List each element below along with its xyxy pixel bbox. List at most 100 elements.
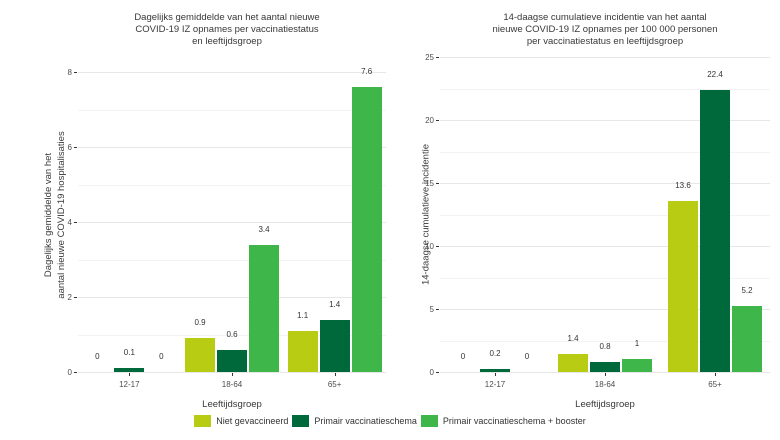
legend-label: Primair vaccinatieschema + booster [442,416,586,426]
x-tick-mark [715,373,716,376]
bar-value-label: 0.8 [599,341,611,351]
bar-value-label: 3.4 [258,224,270,234]
bar-value-label: 0 [524,352,530,361]
x-tick-mark [495,373,496,376]
gridline-major [440,372,770,373]
chart-left-title-line2: COVID-19 IZ opnames per vaccinatiestatus [135,24,319,35]
bar-18-64-series2 [622,359,652,372]
y-tick-label: 0 [429,368,434,377]
legend-swatch-icon [420,415,438,427]
x-tick-label: 18-64 [221,380,243,389]
y-tick-label: 20 [425,116,434,125]
bar-value-label: 1.4 [329,299,341,309]
gridline-minor [440,151,770,153]
gridline-minor [78,334,386,336]
chart-right-title-line3: per vaccinatiestatus en leeftijdsgroep [526,36,684,47]
y-tick-mark [436,57,439,58]
gridline-minor [78,259,386,261]
y-tick-label: 25 [425,53,434,62]
x-tick-label: 12-17 [119,380,140,389]
y-tick-mark [74,147,77,148]
y-tick-mark [74,72,77,73]
bar-18-64-series0 [558,354,588,372]
chart-right-x-axis-title: Leeftijdsgroep [575,399,635,410]
gridline-major [440,120,770,121]
legend: Niet gevaccineerd Primair vaccinatieschem… [0,412,780,430]
bar-value-label: 0.9 [194,318,206,328]
bar-value-label: 7.6 [361,67,373,76]
bar-value-label: 0 [159,352,164,361]
chart-right-panel: 14-daagse cumulatieve incidentie van het… [390,0,780,440]
y-tick-label: 2 [67,293,72,302]
bar-12-17-series1 [480,369,510,372]
legend-item-0: Niet gevaccineerd [194,415,288,427]
bar-value-label: 0 [95,352,100,361]
gridline-major [440,183,770,184]
x-tick-mark [232,373,233,376]
bar-value-label: 22.4 [707,69,723,79]
gridline-major [440,309,770,310]
y-tick-mark [436,372,439,373]
y-tick-label: 8 [67,68,72,77]
bar-value-label: 1.1 [297,310,309,320]
x-tick-label: 12-17 [484,380,506,389]
chart-right-y-axis-title: 14-daagse cumulatieve incidentie [420,144,432,286]
y-tick-label: 0 [67,368,72,377]
gridline-minor [78,184,386,186]
gridline-major [440,246,770,247]
chart-left-panel: Dagelijks gemiddelde van het aantal nieu… [43,12,386,410]
y-tick-mark [74,372,77,373]
y-tick-label: 10 [425,242,434,251]
chart-left-title-line3: en leeftijdsgroep [192,36,262,47]
chart-left-title: Dagelijks gemiddelde van het aantal nieu… [68,12,386,48]
bar-65+-series2 [732,306,762,372]
chart-right-title: 14-daagse cumulatieve incidentie van het… [440,12,770,48]
bar-18-64-series1 [590,361,620,372]
chart-left-y-axis-title: Dagelijks gemiddelde van het aantal nieu… [43,131,67,299]
y-tick-label: 15 [425,179,434,188]
gridline-minor [440,340,770,342]
legend-swatch-icon [194,415,212,427]
gridline-minor [440,88,770,90]
legend-item-2: Primair vaccinatieschema + booster [420,415,586,427]
bar-value-label: 13.6 [675,180,691,190]
y-tick-mark [74,222,77,223]
bar-value-label: 0 [460,352,466,361]
gridline-major [78,72,386,73]
x-tick-mark [334,373,336,376]
y-tick-label: 4 [67,218,72,227]
chart-right-title-line1: 14-daagse cumulatieve incidentie van het… [503,12,707,23]
bar-18-64-series1 [217,349,247,372]
bar-value-label: 1 [634,339,640,349]
y-tick-mark [436,309,439,310]
chart-left-title-line1: Dagelijks gemiddelde van het aantal nieu… [134,12,320,23]
y-tick-label: 6 [67,143,72,152]
gridline-minor [78,109,386,111]
bar-value-label: 0.1 [123,348,135,358]
gridline-major [78,222,386,223]
gridline-minor [440,277,770,279]
bar-65+-series0 [287,330,318,372]
bar-65+-series1 [319,319,350,372]
bar-value-label: 1.4 [567,334,579,344]
y-tick-label: 5 [429,305,434,314]
bar-18-64-series0 [185,338,215,372]
gridline-major [78,297,386,298]
y-tick-mark [436,120,439,121]
legend-label: Primair vaccinatieschema [314,416,417,426]
x-tick-mark [605,373,606,376]
gridline-minor [440,214,770,216]
bar-12-17-series1 [114,368,145,372]
legend-swatch-icon [292,415,310,427]
chart-right-title-line2: nieuwe COVID-19 IZ opnames per 100 000 p… [492,24,718,35]
y-tick-mark [436,246,439,247]
bar-18-64-series2 [249,244,279,372]
x-tick-label: 65+ [327,380,342,389]
legend-label: Niet gevaccineerd [216,416,289,426]
bar-value-label: 0.6 [226,329,238,339]
x-tick-mark [129,373,131,376]
chart-left-x-axis-title: Leeftijdsgroep [202,399,262,410]
bar-value-label: 0.2 [489,349,501,359]
legend-item-1: Primair vaccinatieschema [292,415,417,427]
y-tick-mark [74,297,77,298]
